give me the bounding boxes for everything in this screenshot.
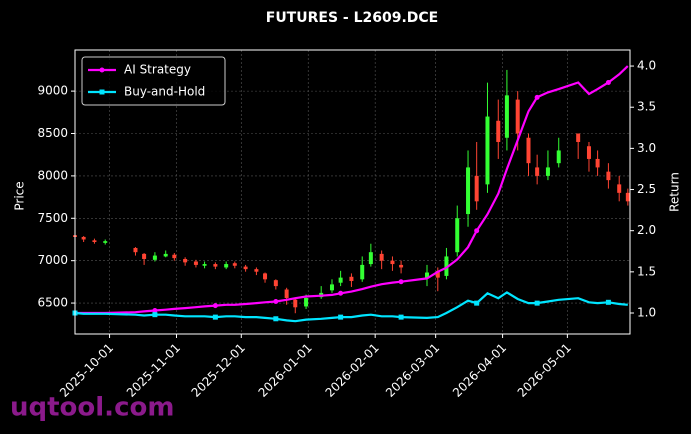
x-tick-label: 2025-11-01: [124, 341, 183, 400]
series-marker: [152, 312, 158, 318]
candle-body: [152, 255, 157, 260]
series-marker: [338, 314, 344, 320]
candle-body: [183, 258, 188, 263]
x-tick-label: 2026-03-01: [383, 341, 442, 400]
candle-body: [556, 150, 561, 164]
series-marker: [474, 300, 480, 306]
series-line: [75, 65, 629, 315]
x-tick-label: 2026-04-01: [450, 341, 509, 400]
series-marker: [273, 298, 279, 304]
series-marker: [152, 308, 158, 314]
candle-body: [485, 116, 490, 185]
candle-body: [606, 171, 611, 181]
candle-body: [444, 256, 449, 276]
x-tick-label: 2025-10-01: [57, 341, 116, 400]
candle-body: [304, 297, 309, 307]
candle-body: [399, 264, 404, 268]
candle-body: [576, 133, 581, 142]
candle-body: [617, 184, 622, 193]
legend-box: [81, 56, 226, 106]
y-axis-label: Price: [13, 181, 27, 210]
candle-body: [625, 192, 630, 202]
x-tick-label: 2026-05-01: [515, 341, 574, 400]
legend-label: Buy-and-Hold: [124, 85, 205, 99]
candle-body: [545, 167, 550, 176]
candle-body: [103, 241, 108, 243]
watermark: uqtool.com: [10, 393, 174, 423]
series-marker: [212, 303, 218, 309]
candle-body: [232, 263, 237, 266]
y2-tick-label: 3.5: [637, 100, 656, 114]
legend-label: AI Strategy: [124, 63, 191, 77]
y2-tick-label: 3.0: [637, 141, 656, 155]
x-tick-label: 2026-02-01: [323, 341, 382, 400]
candle-body: [163, 253, 168, 257]
candle-body: [133, 247, 138, 253]
candle-body: [349, 276, 354, 282]
series-marker: [273, 316, 279, 322]
series-line: [74, 291, 628, 323]
y2-tick-label: 1.0: [637, 306, 656, 320]
candle-body: [284, 289, 289, 298]
series-marker: [398, 314, 404, 320]
x-tick-label: 2025-12-01: [189, 341, 248, 400]
candle-body: [360, 264, 365, 280]
candle-body: [273, 280, 278, 287]
candle-body: [81, 236, 86, 240]
candle-body: [329, 284, 334, 291]
x-tick-label: 2026-01-01: [256, 341, 315, 400]
candle-body: [379, 253, 384, 261]
candle-body: [595, 158, 600, 168]
candle-body: [92, 240, 97, 243]
series-marker: [338, 290, 344, 296]
candle-body: [496, 120, 501, 142]
chart-title: FUTURES - L2609.DCE: [266, 10, 439, 26]
series-marker: [534, 300, 540, 306]
candle-body: [172, 254, 177, 259]
candle-body: [504, 95, 509, 138]
y-tick-label: 9000: [37, 84, 68, 98]
y-tick-label: 7000: [37, 253, 68, 267]
candle-body: [390, 260, 395, 265]
candle-body: [338, 277, 343, 283]
candle-body: [535, 167, 540, 176]
candle-body: [243, 266, 248, 270]
y-tick-label: 6500: [37, 296, 68, 310]
candle-body: [474, 175, 479, 202]
series-marker: [398, 279, 404, 285]
y2-axis-label: Return: [668, 172, 682, 212]
candle-body: [425, 272, 430, 278]
candle-body: [466, 167, 471, 215]
y2-tick-label: 4.0: [637, 59, 656, 73]
candle-body: [293, 299, 298, 308]
candle-body: [213, 264, 218, 267]
candle-body: [224, 264, 229, 268]
candle-body: [193, 261, 198, 265]
plot-frame: [74, 49, 631, 335]
series-marker: [474, 228, 480, 234]
candle-body: [526, 137, 531, 164]
candle-body: [142, 253, 147, 259]
y2-tick-label: 2.0: [637, 223, 656, 237]
series-marker: [212, 314, 218, 320]
series-marker: [534, 94, 540, 100]
y-tick-label: 8500: [37, 126, 68, 140]
candle-body: [254, 269, 259, 272]
candle-body: [515, 99, 520, 134]
y2-tick-label: 2.5: [637, 182, 656, 196]
series-marker: [605, 80, 611, 86]
candle-body: [586, 146, 591, 159]
candle-body: [455, 218, 460, 253]
candle-body: [368, 252, 373, 265]
candle-body: [202, 264, 207, 266]
candle-body: [435, 270, 440, 278]
y-tick-label: 7500: [37, 211, 68, 225]
legend-marker: [99, 89, 105, 95]
candle-body: [263, 273, 268, 280]
y-tick-label: 8000: [37, 168, 68, 182]
y2-tick-label: 1.5: [637, 264, 656, 278]
series-marker: [605, 299, 611, 305]
legend-marker: [99, 67, 105, 73]
